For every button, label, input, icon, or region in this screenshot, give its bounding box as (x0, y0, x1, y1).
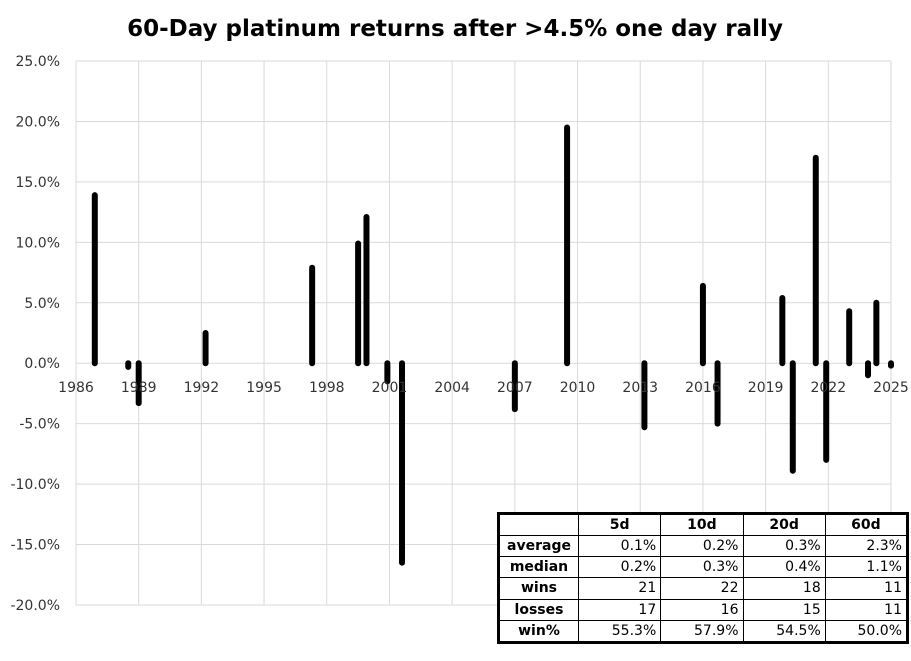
x-tick-label: 1995 (246, 380, 282, 396)
stats-header-cell: 5d (577, 513, 662, 536)
x-axis-tick-labels: 1986 1989 1992 1995 1998 2001 2004 2007 2010 2013… (58, 380, 909, 396)
x-tick-label: 2013 (622, 380, 658, 396)
stats-cell: 11 (824, 598, 909, 621)
stats-row-win-pct: win% 55.3% 57.9% 54.5% 50.0% (498, 619, 909, 644)
y-tick-label: -15.0% (10, 538, 60, 554)
y-tick-label: 0.0% (24, 356, 60, 372)
stats-row-label: median (498, 556, 579, 579)
stats-cell: 50.0% (824, 619, 909, 644)
stats-header-row: 5d 10d 20d 60d (498, 513, 909, 536)
x-tick-label: 2010 (560, 380, 596, 396)
stats-cell: 0.1% (577, 534, 662, 558)
stats-cell: 55.3% (577, 619, 662, 644)
chart-title: 60-Day platinum returns after >4.5% one … (127, 16, 783, 42)
y-tick-label: -5.0% (19, 417, 60, 433)
x-tick-label: 2016 (685, 380, 721, 396)
stats-row-losses: losses 17 16 15 11 (498, 598, 909, 621)
stats-cell: 15 (742, 598, 826, 621)
stats-row-label: wins (498, 577, 579, 600)
stats-header-cell (498, 513, 579, 536)
y-tick-label: 5.0% (24, 296, 60, 312)
y-tick-label: 20.0% (16, 114, 60, 130)
stats-cell: 21 (577, 577, 662, 600)
x-tick-label: 2004 (434, 380, 470, 396)
y-tick-label: 10.0% (16, 235, 60, 251)
stats-header-cell: 60d (824, 513, 909, 536)
x-tick-label: 2019 (748, 380, 784, 396)
x-tick-label: 2022 (810, 380, 846, 396)
stats-cell: 0.4% (742, 556, 826, 579)
stats-cell: 2.3% (824, 534, 909, 558)
stats-cell: 16 (660, 598, 744, 621)
stats-cell: 57.9% (660, 619, 744, 644)
bar-series (91, 124, 894, 566)
x-tick-label: 2025 (873, 380, 909, 396)
stats-cell: 0.2% (577, 556, 662, 579)
y-tick-label: -10.0% (10, 477, 60, 493)
y-tick-label: 15.0% (16, 175, 60, 191)
stats-row-label: losses (498, 598, 579, 621)
stats-cell: 17 (577, 598, 662, 621)
x-tick-label: 1986 (58, 380, 94, 396)
x-tick-label: 2001 (372, 380, 408, 396)
y-tick-label: 25.0% (16, 54, 60, 70)
stats-table: 5d 10d 20d 60d average 0.1% 0.2% 0.3% 2.… (497, 512, 909, 644)
stats-row-median: median 0.2% 0.3% 0.4% 1.1% (498, 556, 909, 579)
stats-row-label: average (498, 534, 579, 558)
stats-cell: 22 (660, 577, 744, 600)
x-tick-label: 1992 (184, 380, 220, 396)
stats-header-cell: 20d (742, 513, 826, 536)
stats-cell: 18 (742, 577, 826, 600)
x-tick-label: 1989 (121, 380, 157, 396)
stats-row-label: win% (498, 619, 579, 644)
x-tick-label: 2007 (497, 380, 533, 396)
stats-cell: 11 (824, 577, 909, 600)
stats-row-average: average 0.1% 0.2% 0.3% 2.3% (498, 534, 909, 558)
stats-cell: 0.3% (660, 556, 744, 579)
x-tick-label: 1998 (309, 380, 345, 396)
stats-cell: 0.2% (660, 534, 744, 558)
stats-row-wins: wins 21 22 18 11 (498, 577, 909, 600)
y-tick-label: -20.0% (10, 598, 60, 614)
stats-header-cell: 10d (660, 513, 744, 536)
y-axis-tick-labels: 25.0% 20.0% 15.0% 10.0% 5.0% 0.0% -5.0% -10.0% -… (10, 54, 60, 614)
stats-cell: 1.1% (824, 556, 909, 579)
stats-cell: 0.3% (742, 534, 826, 558)
stats-cell: 54.5% (742, 619, 826, 644)
